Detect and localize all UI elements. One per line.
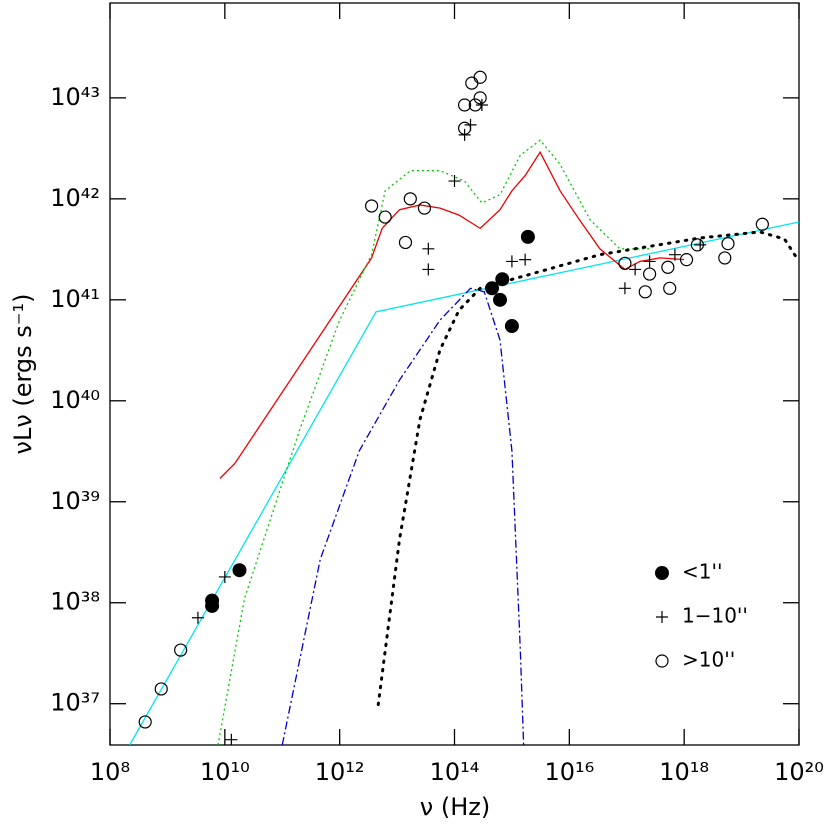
x-axis-label: ν (Hz) [420,793,490,821]
point [458,128,471,141]
point [448,175,461,188]
point [505,255,518,268]
point [417,201,432,215]
point [138,715,152,729]
plot-area [129,70,799,745]
point [519,253,532,266]
point [520,229,535,244]
legend-label: >10'' [682,648,735,672]
x-tick-label: 10⁸ [90,758,130,786]
curve [281,287,525,745]
point [232,563,247,578]
point [629,263,642,276]
legend-marker [656,611,668,623]
point [473,70,487,84]
x-tick-label: 10¹⁴ [430,758,480,786]
point [690,238,704,252]
point [475,98,488,111]
point [403,192,417,206]
point [205,593,220,608]
point [458,98,472,112]
point [718,251,732,265]
y-tick-label: 10³⁹ [50,487,100,515]
point [492,292,507,307]
point [473,91,487,105]
point [643,255,656,268]
legend-label: <1'' [682,560,722,584]
point [618,282,631,295]
y-tick-label: 10⁴³ [50,83,100,111]
curve [376,230,799,707]
point [618,256,632,270]
point [721,237,735,251]
x-tick-label: 10¹⁶ [544,758,594,786]
point [661,260,675,274]
legend-marker [655,566,669,580]
point [422,242,435,255]
y-tick-label: 10³⁸ [50,588,100,616]
point [504,319,519,334]
point [458,121,472,135]
point [668,248,681,261]
point [154,682,168,696]
point [694,238,707,251]
point [663,281,677,295]
legend-marker [655,654,669,668]
point [642,267,657,281]
x-tick-label: 10¹⁸ [659,758,709,786]
point [468,98,482,112]
legend-label: 1−10'' [682,604,748,628]
point [465,76,479,90]
y-tick-label: 10⁴¹ [50,285,100,313]
curve [217,139,650,745]
point [191,611,204,624]
x-tick-label: 10¹² [315,758,365,786]
y-tick-label: 10³⁷ [50,689,100,717]
point [365,199,379,213]
point [679,253,694,267]
point [218,570,231,583]
y-tick-label: 10⁴⁰ [50,386,100,414]
point [422,263,435,276]
curve [219,150,685,479]
point [495,272,510,287]
x-tick-label: 10²⁰ [774,758,824,786]
point [398,235,413,250]
point [638,285,652,299]
y-tick-label: 10⁴² [50,184,100,212]
point [378,210,392,224]
point [225,733,238,745]
x-tick-label: 10¹⁰ [200,758,250,786]
point [485,281,500,296]
point [755,217,769,231]
plot-frame [109,2,800,746]
y-axis-label: νLν (ergs s⁻¹) [9,294,37,455]
point [174,643,188,657]
